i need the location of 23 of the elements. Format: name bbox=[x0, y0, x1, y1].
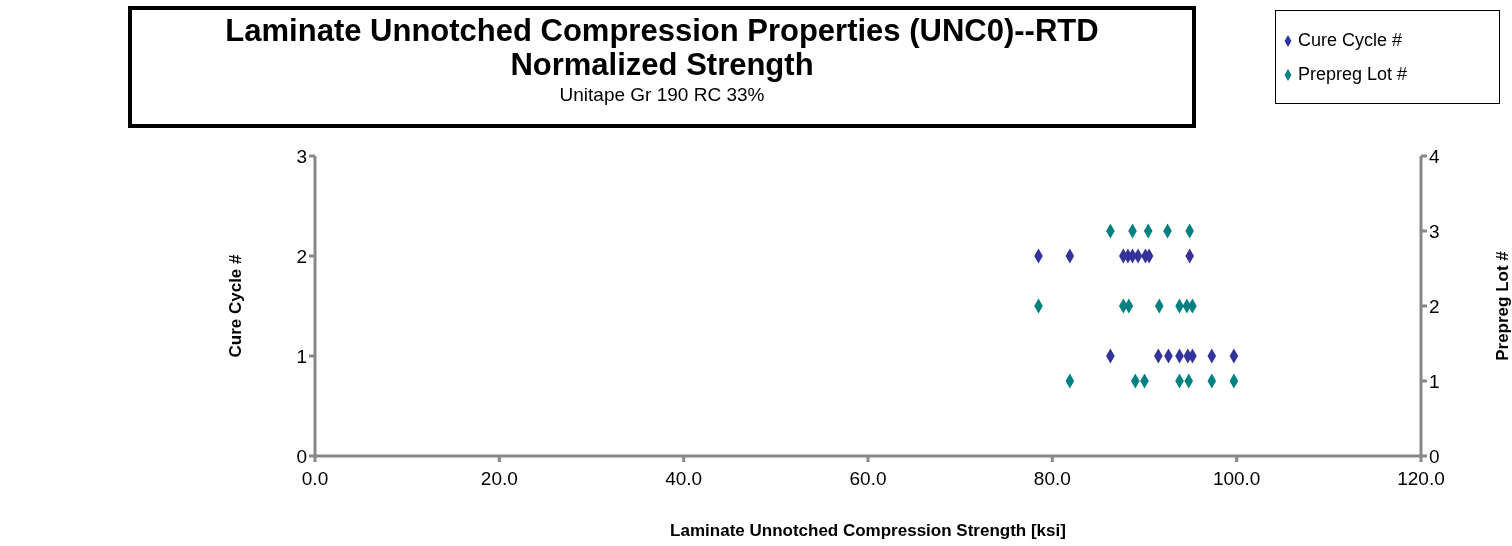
x-tick-label: 100.0 bbox=[1212, 468, 1261, 490]
x-axis-title: Laminate Unnotched Compression Strength [ksi] bbox=[670, 521, 1066, 540]
x-tick-label: 20.0 bbox=[480, 468, 518, 490]
y2-axis-title: Prepreg Lot # bbox=[1493, 250, 1512, 361]
chart-subtitle: Unitape Gr 190 RC 33% bbox=[558, 84, 766, 106]
x-tick-label: 120.0 bbox=[1397, 468, 1445, 490]
y2-tick-label: 1 bbox=[1429, 370, 1440, 392]
x-tick-label: 80.0 bbox=[1033, 468, 1071, 490]
y2-tick-label: 0 bbox=[1429, 445, 1440, 467]
legend-label: Cure Cycle # bbox=[1298, 30, 1403, 50]
y2-tick-label: 2 bbox=[1429, 295, 1440, 317]
y-tick-label: 2 bbox=[296, 245, 307, 267]
x-tick-label: 0.0 bbox=[301, 468, 329, 490]
chart-title: Laminate Unnotched Compression Properties (UNC0)--RTD Normalized Strength bbox=[224, 13, 1100, 82]
y-tick-label: 3 bbox=[296, 145, 307, 167]
x-tick-label: 40.0 bbox=[665, 468, 703, 490]
y-axis-title: Cure Cycle # bbox=[226, 253, 246, 358]
x-tick-label: 60.0 bbox=[849, 468, 887, 490]
legend-label: Prepreg Lot # bbox=[1298, 64, 1408, 84]
y-tick-label: 0 bbox=[296, 445, 307, 467]
y2-tick-label: 4 bbox=[1429, 145, 1440, 167]
y-tick-label: 1 bbox=[296, 345, 307, 367]
y2-tick-label: 3 bbox=[1429, 220, 1440, 242]
